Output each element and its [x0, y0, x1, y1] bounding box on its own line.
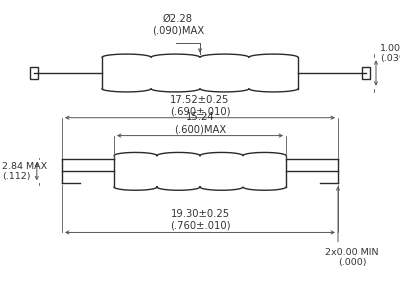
Text: Ø2.28
(.090)MAX: Ø2.28 (.090)MAX	[152, 14, 204, 36]
Text: 17.52±0.25
(.690±.010): 17.52±0.25 (.690±.010)	[170, 95, 230, 116]
Text: 19.30±0.25
(.760±.010): 19.30±0.25 (.760±.010)	[170, 209, 230, 231]
Text: 1.00±0.10
(.039±.004): 1.00±0.10 (.039±.004)	[380, 44, 400, 63]
Text: 2x0.00 MIN
(.000): 2x0.00 MIN (.000)	[325, 248, 379, 268]
Text: 15.24
(.600)MAX: 15.24 (.600)MAX	[174, 113, 226, 134]
Text: 2.84 MAX
(.112): 2.84 MAX (.112)	[2, 162, 47, 181]
